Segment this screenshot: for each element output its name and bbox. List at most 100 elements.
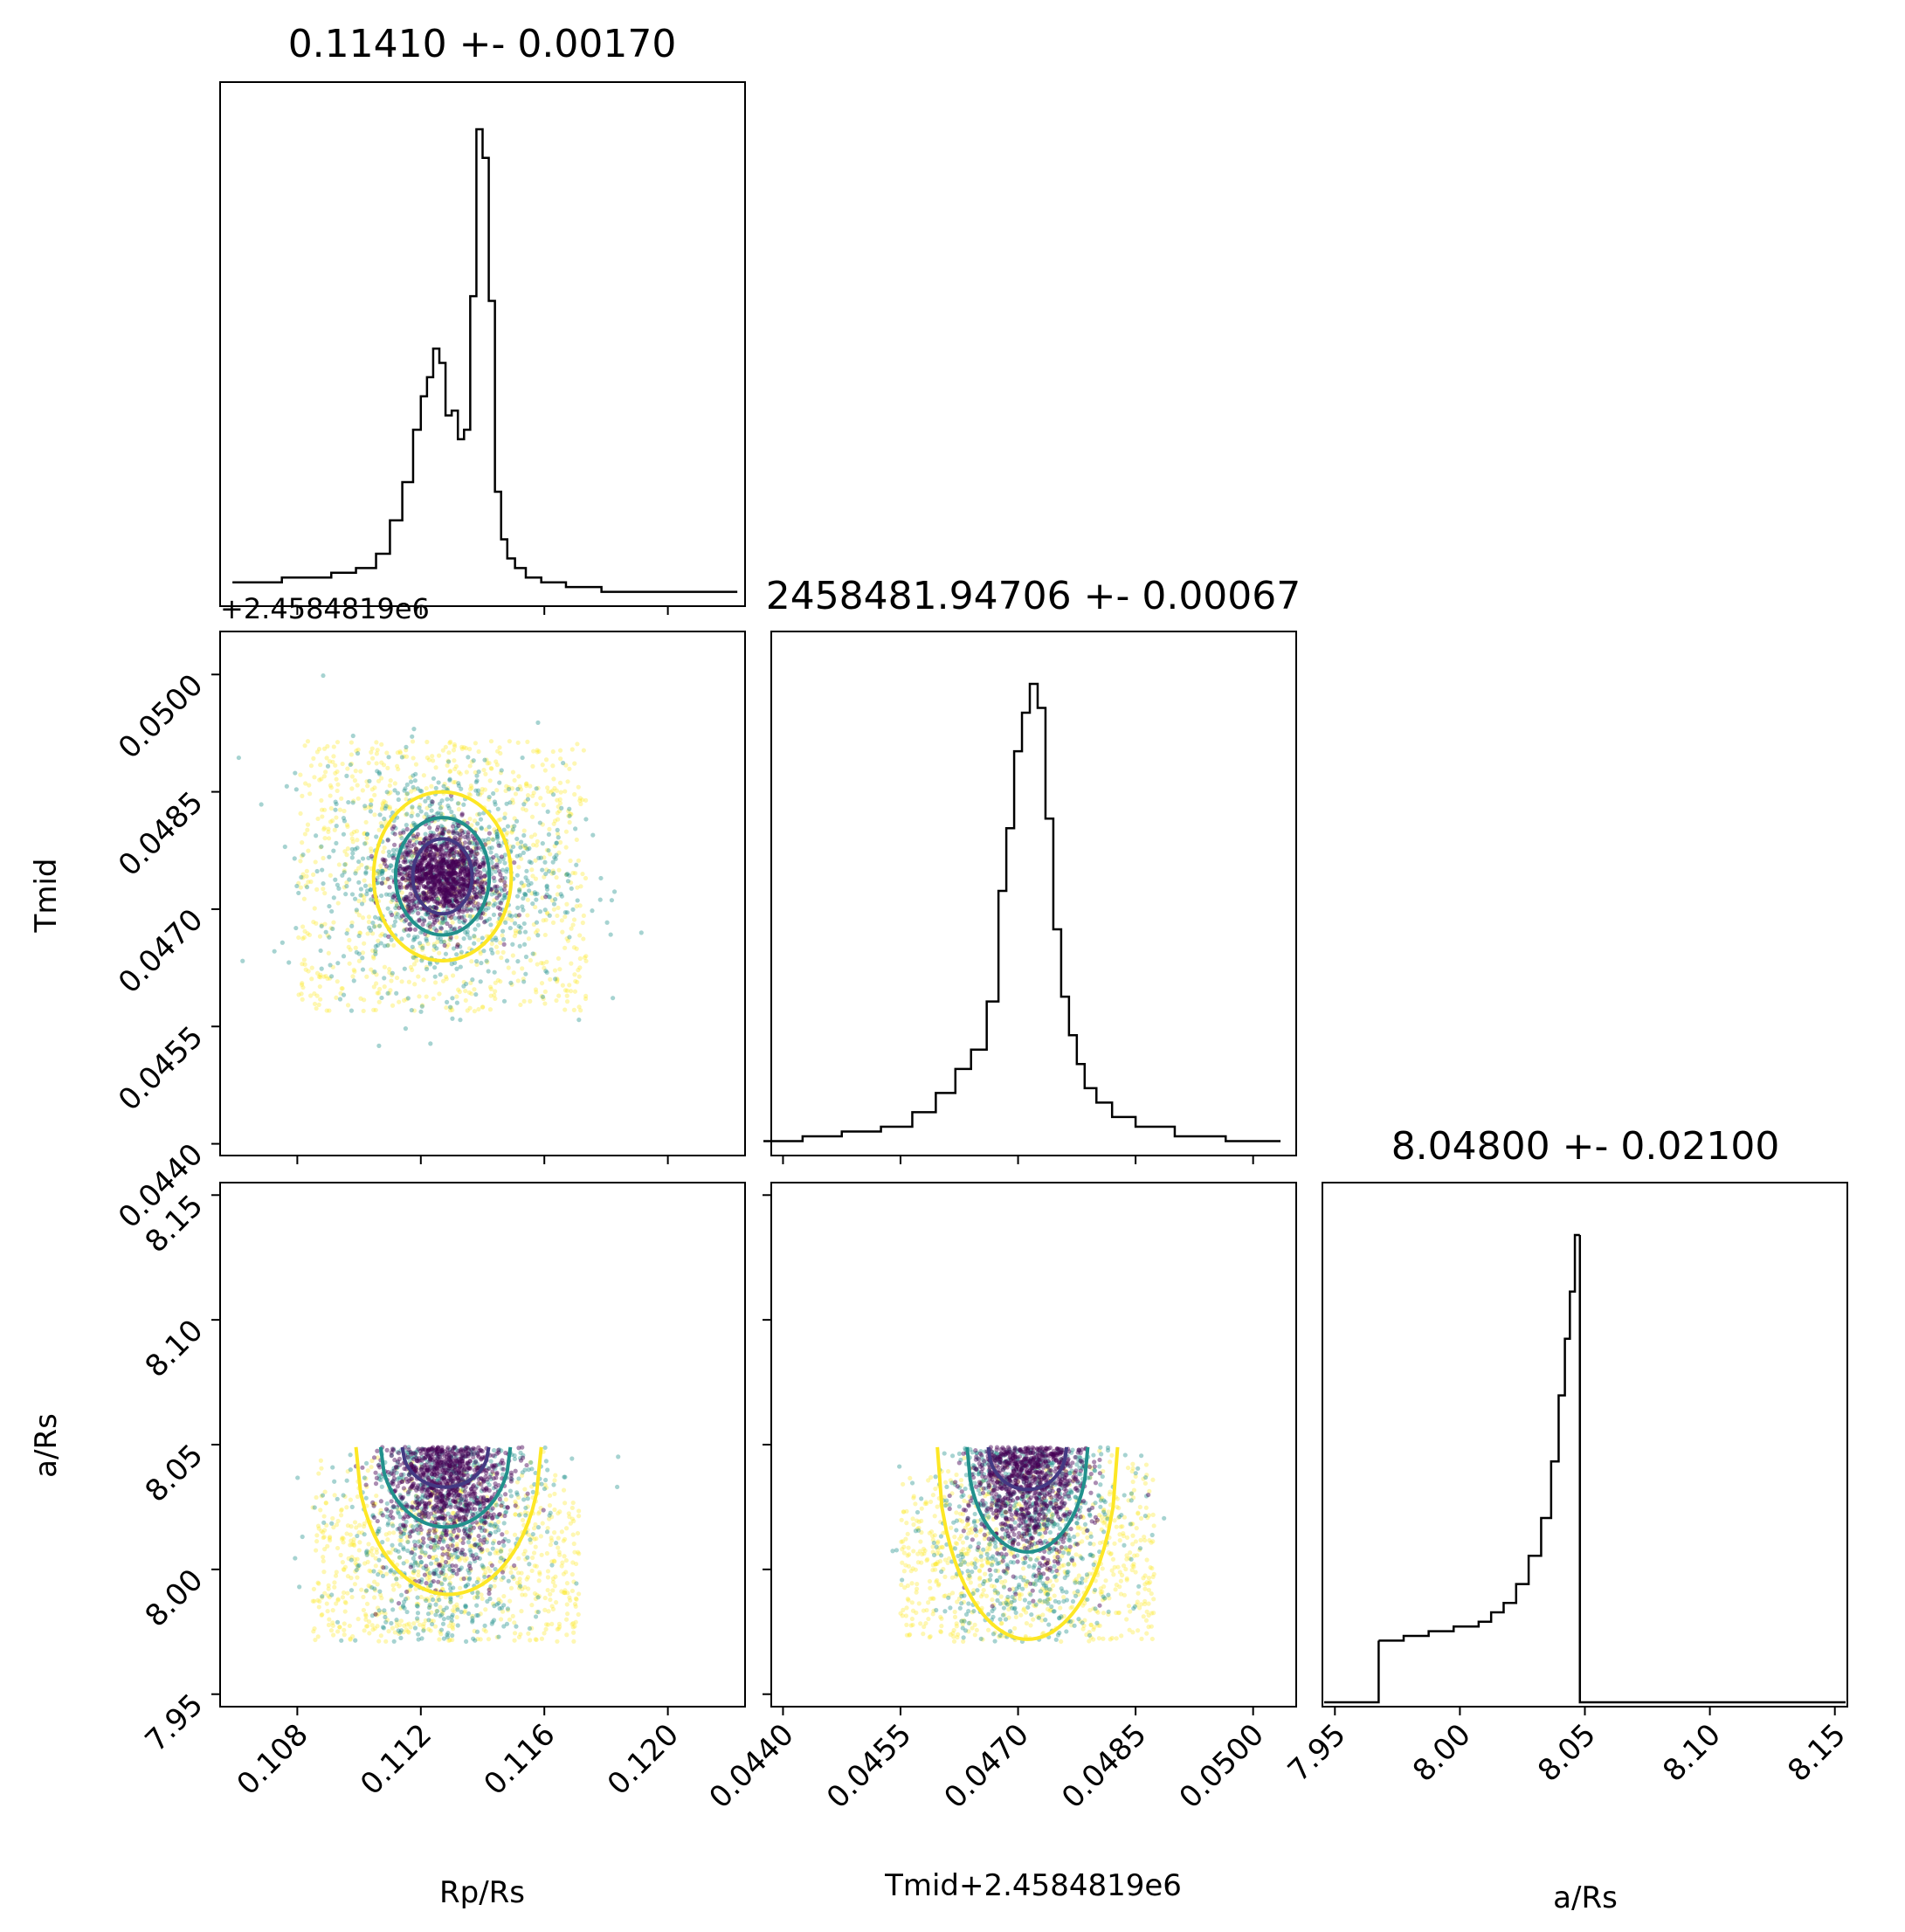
- scatter-point: [568, 880, 574, 886]
- scatter-point: [449, 866, 455, 872]
- scatter-point: [500, 888, 505, 894]
- scatter-point: [540, 895, 545, 900]
- scatter-point: [558, 756, 563, 762]
- scatter-point: [371, 1007, 376, 1012]
- scatter-point: [423, 1494, 428, 1499]
- scatter-point: [541, 961, 546, 966]
- scatter-point: [478, 792, 483, 797]
- scatter-point: [483, 1607, 488, 1612]
- scatter-point: [462, 863, 467, 869]
- scatter-point: [431, 947, 437, 953]
- scatter-point: [447, 1004, 453, 1010]
- scatter-point: [569, 747, 575, 752]
- scatter-point: [431, 943, 437, 949]
- scatter-point: [482, 920, 487, 925]
- scatter-point: [523, 807, 528, 813]
- scatter-point: [300, 984, 306, 990]
- scatter-point: [312, 1505, 317, 1510]
- scatter-point: [440, 920, 446, 925]
- scatter-point: [568, 1521, 573, 1526]
- scatter-point: [488, 986, 494, 991]
- scatter-point: [385, 906, 390, 911]
- scatter-point: [404, 791, 411, 797]
- scatter-point: [507, 739, 512, 744]
- scatter-point: [383, 1619, 389, 1625]
- scatter-point: [507, 1488, 513, 1494]
- scatter-point: [404, 812, 409, 818]
- scatter-point: [532, 890, 537, 895]
- scatter-point: [452, 766, 458, 772]
- scatter-point: [354, 829, 360, 834]
- scatter-point: [458, 858, 463, 863]
- scatter-point: [509, 917, 514, 923]
- scatter-point: [431, 891, 437, 896]
- scatter-point: [521, 1497, 527, 1502]
- scatter-point: [418, 788, 423, 793]
- scatter-point: [341, 831, 347, 837]
- scatter-point: [488, 850, 494, 855]
- scatter-point: [498, 817, 503, 822]
- scatter-point: [391, 1639, 397, 1644]
- scatter-point: [469, 823, 474, 828]
- scatter-point: [487, 761, 492, 766]
- scatter-point: [574, 1581, 579, 1586]
- scatter-point: [535, 933, 541, 938]
- scatter-point: [391, 824, 397, 829]
- scatter-point: [355, 838, 360, 843]
- scatter-point: [417, 941, 423, 946]
- scatter-point: [463, 1584, 469, 1589]
- scatter-point: [475, 901, 480, 907]
- scatter-point: [427, 962, 433, 967]
- scatter-point: [372, 1595, 377, 1600]
- scatter-point: [487, 1569, 493, 1574]
- scatter-point: [556, 905, 561, 910]
- scatter-point: [490, 837, 496, 842]
- scatter-point: [460, 909, 466, 914]
- scatter-point: [573, 978, 578, 984]
- scatter-point: [367, 778, 372, 783]
- scatter-point: [374, 972, 379, 977]
- scatter-point: [415, 1616, 420, 1621]
- scatter-point: [431, 996, 436, 1002]
- scatter-point: [350, 974, 355, 979]
- scatter-point: [426, 1515, 431, 1520]
- scatter-point: [302, 831, 308, 837]
- scatter-point: [487, 1007, 494, 1012]
- scatter-point: [420, 1536, 426, 1542]
- scatter-point: [382, 964, 388, 969]
- scatter-point: [472, 934, 477, 939]
- scatter-point: [339, 796, 344, 801]
- scatter-point: [293, 925, 299, 931]
- scatter-point: [476, 937, 481, 942]
- scatter-point: [565, 938, 571, 943]
- scatter-point: [480, 1547, 485, 1552]
- scatter-point: [375, 871, 380, 876]
- scatter-point: [421, 892, 426, 897]
- scatter-point: [408, 779, 414, 784]
- scatter-point: [528, 783, 533, 789]
- scatter-point: [439, 1612, 445, 1618]
- scatter-point: [516, 913, 522, 918]
- scatter-point: [460, 853, 466, 859]
- scatter-point: [563, 1590, 568, 1596]
- y-tick-label: 0.0485: [112, 785, 210, 883]
- scatter-point: [424, 785, 429, 791]
- scatter-point: [490, 950, 495, 956]
- scatter-point: [563, 914, 568, 920]
- scatter-point: [432, 965, 438, 970]
- scatter-point: [545, 785, 550, 790]
- scatter-point: [454, 1615, 459, 1620]
- scatter-point: [438, 805, 443, 811]
- scatter-point: [375, 748, 380, 753]
- scatter-point: [350, 800, 355, 805]
- scatter-point: [571, 1639, 576, 1644]
- scatter-point: [424, 805, 430, 811]
- scatter-point: [525, 913, 530, 918]
- scatter-point: [434, 1557, 439, 1563]
- scatter-point: [359, 1587, 364, 1592]
- scatter-point: [577, 798, 583, 804]
- scatter-point: [488, 1522, 494, 1528]
- scatter-point: [350, 851, 355, 856]
- scatter-point: [542, 1607, 548, 1612]
- scatter-point: [470, 1616, 475, 1621]
